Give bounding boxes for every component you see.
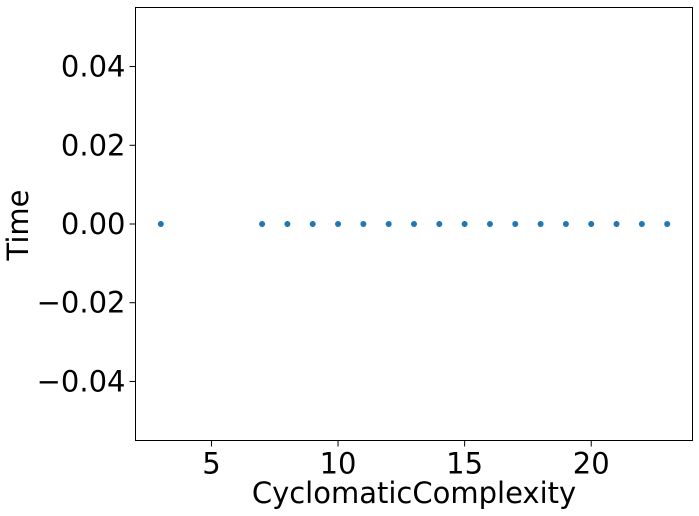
data-point: [562, 221, 569, 227]
data-point: [537, 221, 544, 227]
x-axis-ticks: 5 10 15 20: [202, 440, 610, 481]
x-axis-label: CyclomaticComplexity: [252, 476, 576, 510]
data-point: [284, 221, 291, 227]
data-points: [157, 221, 671, 227]
x-tick-label: 15: [446, 447, 483, 481]
data-point: [486, 221, 493, 227]
data-point: [259, 221, 266, 227]
data-point: [664, 221, 671, 227]
y-tick-label: 0.04: [61, 50, 126, 84]
y-tick-label: 0.02: [61, 128, 126, 162]
data-point: [411, 221, 417, 227]
data-point: [360, 221, 367, 227]
y-axis-ticks: 0.04 0.02 0.00 −0.02 −0.04: [37, 50, 136, 398]
x-tick-label: 5: [202, 447, 220, 481]
data-point: [157, 221, 164, 227]
x-tick-label: 10: [320, 447, 357, 481]
x-tick-label: 20: [573, 447, 610, 481]
data-point: [309, 221, 316, 227]
y-tick-label: −0.02: [37, 286, 126, 320]
data-point: [335, 221, 342, 227]
y-tick-label: 0.00: [61, 207, 126, 241]
data-point: [512, 221, 519, 227]
y-axis-label: Time: [1, 190, 35, 262]
data-point: [613, 221, 620, 227]
data-point: [436, 221, 443, 227]
data-point: [385, 221, 392, 227]
data-point: [638, 221, 645, 227]
data-point: [461, 221, 468, 227]
data-point: [588, 221, 595, 227]
y-tick-label: −0.04: [37, 364, 126, 398]
